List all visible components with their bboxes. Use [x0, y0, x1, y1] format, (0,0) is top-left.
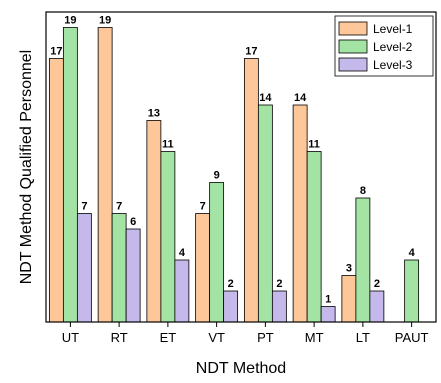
data-label-level-2-ut: 19: [64, 15, 76, 27]
bar-level-2-et: [160, 151, 176, 323]
legend-label-level-1: Level-1: [373, 22, 413, 36]
legend: Level-1 Level-2 Level-3: [334, 15, 434, 77]
legend-swatch-level-2: [338, 39, 368, 54]
legend-swatch-level-1: [338, 21, 368, 36]
data-label-level-3-rt: 6: [130, 216, 136, 228]
data-label-level-2-lt: 8: [360, 185, 366, 197]
data-label-level-1-ut: 17: [50, 46, 62, 58]
bar-level-3-pt: [271, 290, 287, 323]
data-label-level-1-mt: 14: [294, 92, 307, 104]
bar-level-3-rt: [125, 228, 141, 323]
data-label-level-3-et: 4: [179, 247, 186, 259]
x-tick-label-paut: PAUT: [395, 330, 429, 345]
x-tick-label-vt: VT: [208, 330, 225, 345]
plot-frame: [45, 11, 437, 323]
legend-label-level-2: Level-2: [373, 40, 413, 54]
data-label-level-1-et: 13: [148, 108, 160, 120]
y-axis-title: NDT Method Qualified Personnel: [18, 50, 35, 285]
data-label-level-2-rt: 7: [116, 201, 122, 213]
data-label-level-2-mt: 11: [308, 139, 320, 151]
bar-level-2-lt: [355, 197, 371, 323]
bars-layer: [48, 27, 420, 323]
data-label-level-2-pt: 14: [259, 92, 272, 104]
data-label-level-3-mt: 1: [325, 294, 331, 306]
x-axis-ticks: UT RT ET VT PT MT LT PAUT: [62, 322, 429, 345]
bar-level-3-lt: [369, 290, 385, 323]
x-tick-label-et: ET: [160, 330, 177, 345]
bar-level-2-pt: [257, 104, 273, 323]
data-label-level-1-vt: 7: [200, 201, 206, 213]
bar-level-1-vt: [195, 213, 211, 323]
legend-label-level-3: Level-3: [373, 58, 413, 72]
x-tick-label-pt: PT: [257, 330, 274, 345]
data-label-level-3-ut: 7: [81, 201, 87, 213]
data-label-level-1-lt: 3: [346, 263, 352, 275]
bar-level-2-paut: [404, 259, 420, 323]
bar-level-2-mt: [306, 151, 322, 323]
x-tick-label-rt: RT: [111, 330, 128, 345]
bar-level-2-rt: [111, 213, 127, 323]
data-label-level-2-et: 11: [162, 139, 174, 151]
bar-level-2-vt: [209, 182, 225, 323]
bar-level-1-rt: [97, 27, 113, 323]
bar-level-3-ut: [76, 213, 92, 323]
bar-level-3-mt: [320, 306, 336, 323]
data-label-level-3-pt: 2: [276, 278, 282, 290]
data-label-level-3-lt: 2: [374, 278, 380, 290]
bar-level-1-pt: [243, 58, 259, 323]
x-tick-label-lt: LT: [356, 330, 370, 345]
bar-level-1-lt: [341, 275, 357, 323]
data-label-level-1-pt: 17: [245, 46, 257, 58]
data-label-level-3-vt: 2: [228, 278, 234, 290]
bar-level-3-et: [174, 259, 190, 323]
x-tick-label-mt: MT: [305, 330, 324, 345]
bar-level-2-ut: [62, 27, 78, 323]
bar-level-3-vt: [223, 290, 239, 323]
data-label-level-2-paut: 4: [409, 247, 416, 259]
data-label-level-2-vt: 9: [214, 170, 220, 182]
data-label-level-1-rt: 19: [99, 15, 111, 27]
x-tick-label-ut: UT: [62, 330, 79, 345]
bar-level-1-ut: [48, 58, 64, 323]
bar-level-1-et: [146, 120, 162, 323]
x-axis-title: NDT Method: [196, 360, 286, 377]
bar-level-1-mt: [292, 104, 308, 323]
legend-swatch-level-3: [338, 57, 368, 72]
